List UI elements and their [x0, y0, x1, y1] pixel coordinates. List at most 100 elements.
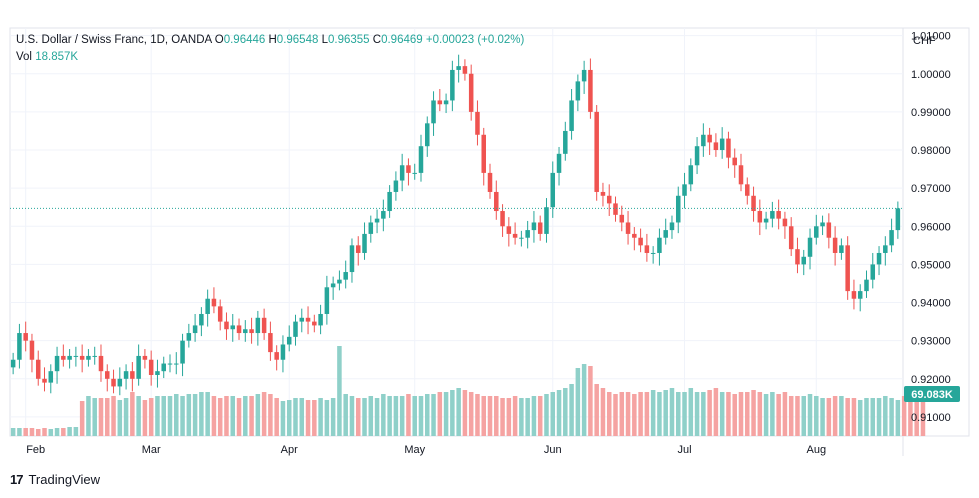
candle-body	[883, 245, 888, 253]
candle-body	[337, 279, 342, 284]
volume-bar	[230, 396, 236, 436]
volume-bar	[801, 396, 807, 436]
volume-bar	[167, 396, 173, 436]
candle-body	[330, 283, 336, 288]
volume-bar	[795, 396, 800, 436]
volume-bar	[205, 392, 210, 436]
candle-body	[104, 371, 110, 379]
candle-body	[224, 321, 229, 330]
candle-body	[776, 211, 781, 219]
candle-body	[707, 134, 712, 143]
time-tick-label: Jul	[677, 444, 691, 456]
volume-bar	[895, 400, 901, 436]
volume-bar	[42, 428, 47, 436]
candlestick-series	[10, 54, 901, 396]
volume-bar	[224, 396, 229, 436]
volume-bar	[54, 428, 60, 436]
candle-body	[255, 317, 261, 334]
time-tick-label: Feb	[26, 444, 45, 456]
candle-body	[606, 195, 612, 204]
candle-body	[795, 249, 800, 265]
candle-body	[814, 226, 819, 238]
volume-bar	[349, 396, 355, 436]
candle-body	[650, 252, 656, 254]
candle-body	[167, 363, 173, 365]
volume-bar	[870, 398, 876, 436]
candle-body	[688, 165, 694, 185]
candle-body	[142, 355, 148, 360]
candle-body	[531, 222, 537, 231]
low-label: L	[321, 34, 328, 46]
candle-body	[217, 306, 223, 322]
candle-body	[487, 172, 493, 192]
candle-body	[293, 321, 298, 337]
candle-body	[569, 100, 574, 131]
volume-bar	[249, 396, 254, 436]
tradingview-brand[interactable]: 17 TradingView	[10, 472, 100, 487]
volume-bar	[437, 392, 443, 436]
candle-body	[48, 371, 54, 383]
candle-body	[318, 313, 323, 326]
volume-bar	[694, 392, 700, 436]
volume-bar	[305, 400, 311, 436]
symbol-title[interactable]: U.S. Dollar / Swiss Franc, 1D, OANDA	[16, 34, 212, 46]
volume-bar	[418, 396, 424, 436]
candle-body	[29, 340, 35, 360]
volume-bar	[268, 394, 273, 436]
volume-bar	[318, 398, 323, 436]
candle-body	[512, 233, 518, 238]
volume-bar	[763, 394, 769, 436]
candle-body	[205, 298, 210, 314]
volume-bar	[494, 396, 499, 436]
candle-body	[374, 218, 380, 223]
time-tick-label: Mar	[142, 444, 161, 456]
volume-bar	[588, 366, 593, 436]
volume-bar	[337, 346, 342, 436]
volume-bar	[770, 392, 775, 436]
candle-body	[79, 355, 85, 360]
candle-body	[613, 203, 618, 215]
volume-bar	[776, 394, 781, 436]
volume-bar	[826, 398, 832, 436]
candle-body	[675, 195, 681, 223]
volume-bar	[726, 392, 731, 436]
candle-body	[506, 226, 512, 234]
price-axis[interactable]: 0.91000 0.92000 0.93000 0.94000 0.95000 0.960…	[911, 31, 951, 424]
time-tick-label: Jun	[544, 444, 562, 456]
open-value: 0.96446	[223, 34, 266, 46]
candle-body	[111, 378, 116, 387]
volume-bar	[255, 394, 261, 436]
candle-body	[148, 359, 154, 375]
candle-body	[770, 211, 775, 219]
candle-body	[832, 237, 838, 253]
volume-bar	[732, 394, 737, 436]
volume-bar	[130, 392, 135, 436]
volume-bar	[343, 394, 348, 436]
candle-body	[186, 333, 192, 341]
candle-body	[431, 100, 436, 124]
volume-bar	[425, 394, 430, 436]
volume-bar	[136, 396, 141, 436]
candle-body	[519, 237, 524, 239]
volume-bar	[575, 368, 581, 436]
candle-body	[23, 333, 28, 341]
volume-bar	[117, 400, 123, 436]
volume-bar	[261, 392, 267, 436]
time-tick-label: Apr	[281, 444, 298, 456]
candle-body	[657, 237, 662, 253]
time-axis[interactable]: Feb Mar Apr May Jun Jul Aug	[26, 444, 826, 456]
volume-bar	[851, 398, 857, 436]
high-value: 0.96548	[276, 34, 319, 46]
candle-body	[10, 359, 16, 368]
volume-bar	[751, 390, 756, 436]
candle-body	[500, 211, 505, 227]
candle-body	[663, 230, 668, 238]
candle-body	[249, 329, 254, 334]
candle-body	[136, 355, 141, 379]
volume-bar	[368, 396, 374, 436]
candle-body	[782, 218, 788, 227]
volume-bar	[293, 398, 298, 436]
volume-label[interactable]: Vol	[16, 51, 32, 63]
volume-bar	[299, 398, 305, 436]
